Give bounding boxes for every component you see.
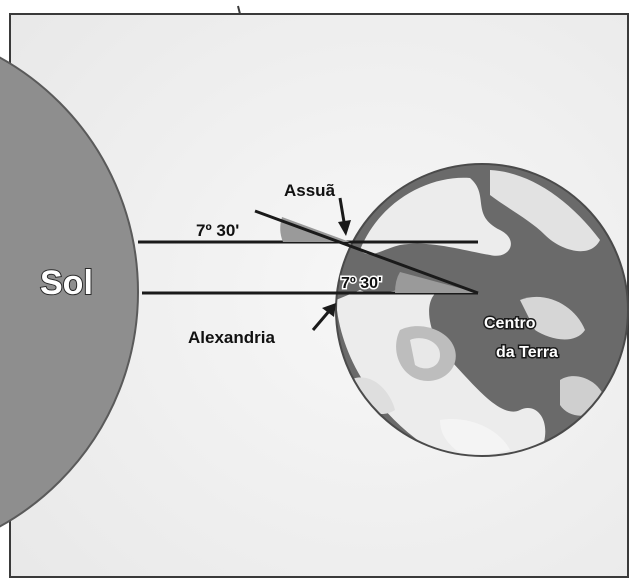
radius-line — [254, 209, 479, 295]
arrow-syene — [338, 197, 351, 236]
sun-label: Sol — [40, 264, 93, 302]
arrow-alexandria — [311, 303, 336, 331]
alexandria-label: Alexandria — [188, 328, 275, 347]
earth-center-label-line1: Centro — [484, 315, 536, 332]
angle-center-label: 7º 30' — [341, 275, 382, 292]
angle-wedge-top — [280, 217, 350, 242]
sun-disc — [0, 56, 139, 528]
sun — [0, 56, 139, 528]
earth-center-label-line2: da Terra — [496, 344, 558, 361]
angle-wedge-center — [395, 272, 478, 293]
earth-outline — [335, 163, 629, 457]
angle-top-label: 7º 30' — [196, 221, 239, 240]
earth — [335, 163, 629, 457]
syene-label: Assuã — [284, 181, 336, 200]
top-tick — [237, 5, 241, 15]
